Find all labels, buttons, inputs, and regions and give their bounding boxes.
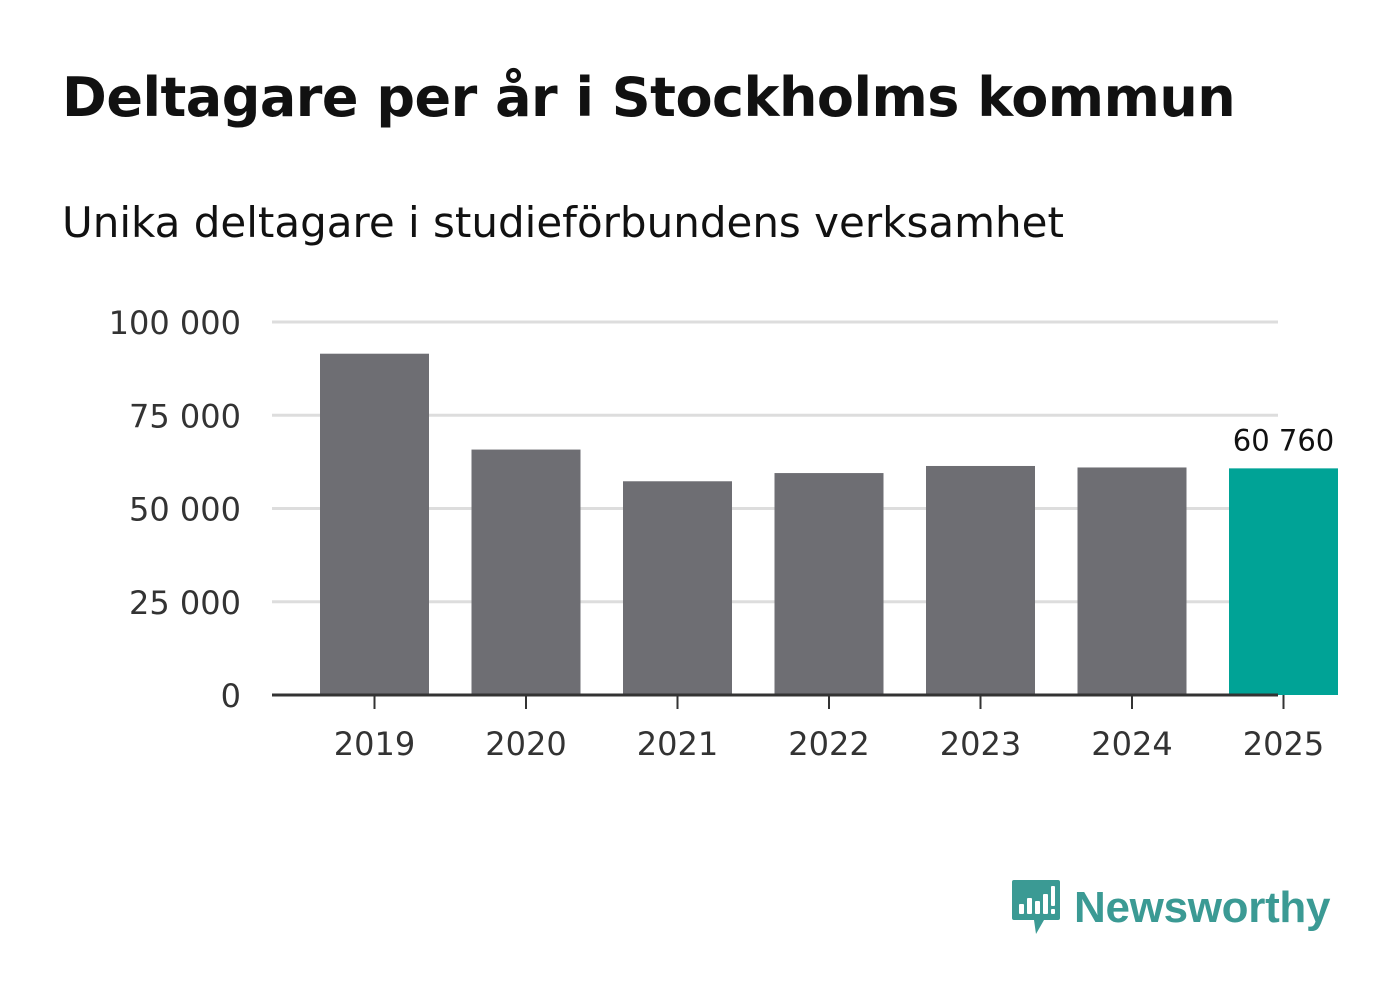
bar-2019 (320, 353, 429, 695)
bar-2024 (1077, 467, 1187, 695)
x-tick-label: 2021 (637, 725, 718, 763)
x-tick-label: 2020 (485, 725, 566, 763)
y-tick-label: 50 000 (129, 491, 241, 529)
data-label: 60 760 (1233, 423, 1334, 457)
chart-title: Deltagare per år i Stockholms kommun (62, 66, 1236, 129)
bar-2020 (471, 449, 581, 695)
newsworthy-logo-icon (1012, 880, 1060, 934)
x-tick-label: 2025 (1243, 725, 1324, 763)
x-tick-label: 2023 (940, 725, 1021, 763)
chart-subtitle: Unika deltagare i studieförbundens verks… (62, 198, 1064, 247)
bar-2025 (1229, 468, 1338, 695)
bar-2021 (623, 481, 732, 695)
brand-logo: Newsworthy (1010, 878, 1330, 938)
x-tick-label: 2022 (788, 725, 869, 763)
x-tick-label: 2019 (334, 725, 415, 763)
x-tick-label: 2024 (1091, 725, 1172, 763)
brand-name: Newsworthy (1074, 883, 1331, 932)
y-tick-label: 75 000 (129, 397, 241, 435)
y-tick-label: 100 000 (109, 304, 241, 342)
y-tick-label: 0 (221, 677, 241, 715)
bar-2023 (926, 465, 1035, 695)
bar-2022 (774, 473, 884, 695)
y-tick-label: 25 000 (129, 584, 241, 622)
